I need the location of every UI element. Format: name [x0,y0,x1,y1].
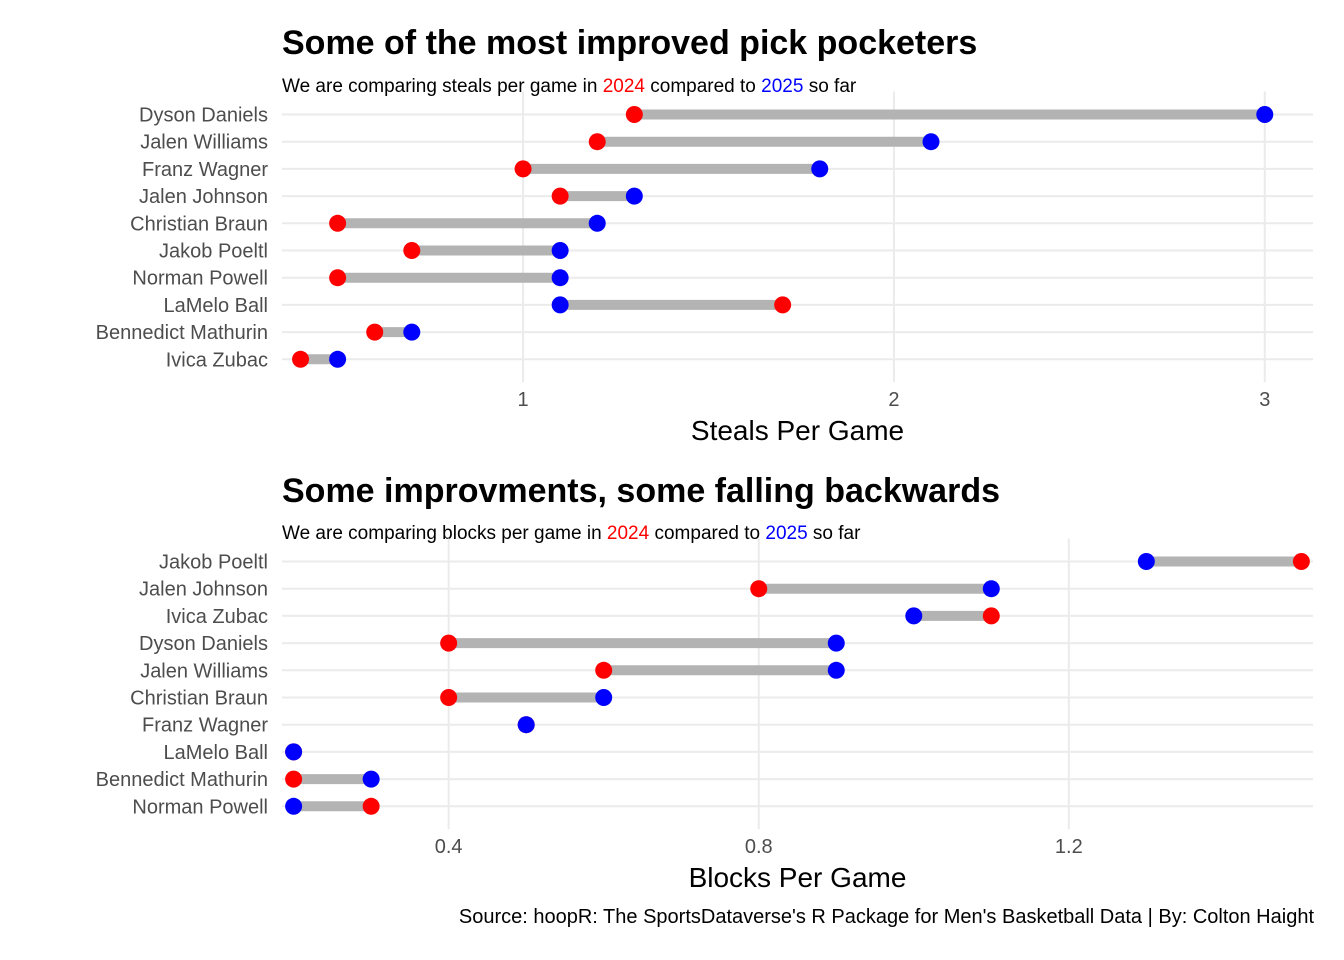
subtitle-year-2025: 2025 [761,76,804,97]
y-tick-label: Ivica Zubac [166,606,268,628]
y-tick-label: Jalen Johnson [139,186,268,208]
blocks-panel: Some improvments, some falling backwards… [282,472,1001,545]
steals-dumbbell-chart: Dyson Daniels Jalen Williams Franz Wagner J… [96,91,1313,446]
point-2025 [285,743,303,761]
gridlines [282,538,1313,830]
steals-panel: Some of the most improved pick pocketers… [0,0,1344,460]
y-tick-label: Jalen Williams [140,132,268,154]
y-tick-label: Christian Braun [130,213,268,235]
chart-title: Some of the most improved pick pocketers [282,24,978,62]
point-2024 [514,160,532,178]
x-tick-label: 3 [1259,389,1270,411]
subtitle-prefix: We are comparing steals per game in [282,76,603,97]
y-tick-label: Norman Powell [132,796,268,818]
point-2024 [440,634,458,652]
point-2025 [517,716,535,734]
point-2024 [403,242,421,259]
point-2024 [329,269,347,287]
point-2025 [905,607,923,625]
point-2025 [625,187,643,205]
subtitle-year-2024: 2024 [606,523,650,544]
y-tick-label: LaMelo Ball [163,295,268,317]
x-tick-label: 1.2 [1055,836,1083,858]
y-tick-label: Jakob Poeltl [159,241,268,263]
point-2024 [750,580,768,598]
point-2025 [403,323,421,341]
subtitle-suffix: so far [803,76,857,97]
y-tick-label: Jakob Poeltl [159,552,268,574]
subtitle-year-2025: 2025 [765,523,808,544]
subtitle-year-2024: 2024 [602,76,645,97]
y-tick-label: Dyson Daniels [139,633,268,655]
point-2025 [588,214,606,232]
subtitle-middle: compared to [649,523,766,544]
x-tick-label: 2 [888,389,899,411]
y-tick-label: Franz Wagner [142,715,268,737]
y-tick-label: Bennedict Mathurin [96,769,268,791]
chart-title: Some improvments, some falling backwards [282,472,1001,510]
y-tick-label: Norman Powell [132,268,268,290]
point-2024 [625,106,643,123]
point-2025 [362,770,380,788]
y-tick-label: Franz Wagner [142,159,268,181]
point-2025 [551,269,569,287]
x-tick-label: 0.8 [745,836,773,858]
y-tick-label: Jalen Johnson [139,579,268,601]
y-tick-label: LaMelo Ball [163,742,268,764]
point-2024 [595,661,613,679]
point-2024 [982,607,1000,625]
x-axis-label: Blocks Per Game [689,862,907,893]
y-tick-label: Jalen Williams [140,660,268,682]
point-2024 [588,133,606,151]
chart-subtitle: We are comparing blocks per game in 2024… [282,523,860,545]
point-2025 [827,661,845,679]
point-2024 [551,187,569,205]
x-tick-label: 1 [517,389,528,411]
point-2025 [811,160,829,178]
y-tick-label: Ivica Zubac [166,349,268,371]
y-tick-label: Christian Braun [130,688,268,710]
point-2024 [440,689,458,706]
point-2024 [1292,553,1310,570]
point-2025 [982,580,1000,598]
chart-subtitle: We are comparing steals per game in 2024… [282,76,856,98]
point-2024 [774,296,792,314]
x-tick-label: 0.4 [435,836,463,858]
point-2025 [595,689,613,706]
point-2025 [827,634,845,652]
point-2024 [292,350,310,368]
point-2025 [922,133,940,151]
point-2025 [329,350,347,368]
subtitle-prefix: We are comparing blocks per game in [282,523,607,544]
point-2024 [329,214,347,232]
subtitle-suffix: so far [807,523,861,544]
point-2025 [285,797,303,815]
point-2025 [1256,106,1274,123]
y-tick-label: Dyson Daniels [139,105,268,127]
y-tick-label: Bennedict Mathurin [96,322,268,344]
point-2024 [285,770,303,788]
point-2024 [366,323,384,341]
point-2025 [1137,553,1155,570]
source-caption: Source: hoopR: The SportsDataverse's R P… [458,906,1314,928]
x-axis-label: Steals Per Game [691,415,904,446]
subtitle-middle: compared to [644,76,762,97]
point-2025 [551,242,569,259]
point-2025 [551,296,569,314]
point-2024 [362,797,380,815]
